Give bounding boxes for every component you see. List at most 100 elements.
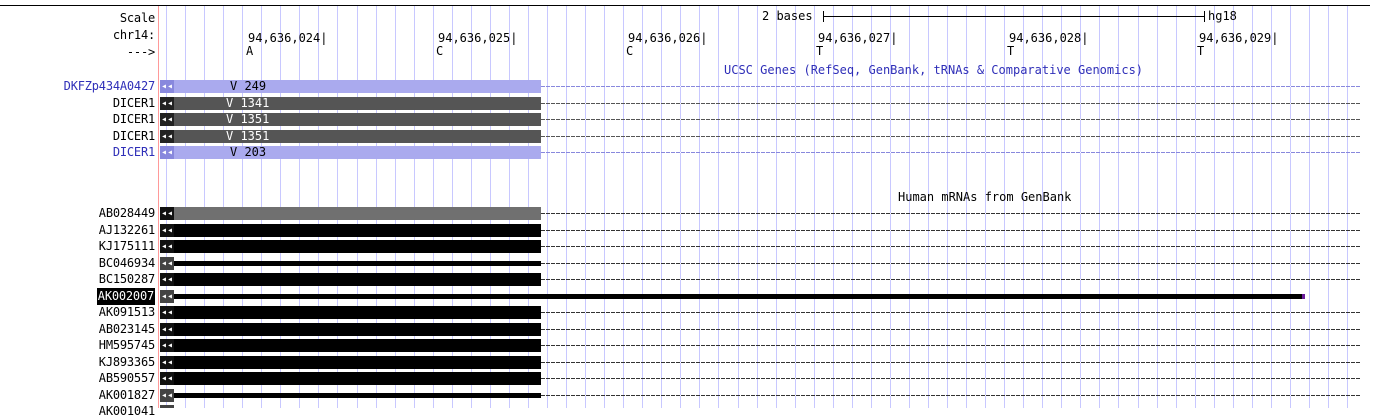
mrna-track-label[interactable]: AK002007 — [97, 288, 155, 305]
track-display[interactable]: 2 bases hg18 94,636,024| A 94,636,025| C 94,… — [160, 0, 1360, 408]
strand-arrow-icon: ◂◂ — [160, 372, 174, 385]
base-letter: T — [1007, 45, 1014, 57]
mrna-alignment-bar[interactable] — [160, 372, 541, 385]
mrna-track-label[interactable]: BC046934 — [99, 255, 155, 272]
exon-variant-text: V 1341 — [226, 97, 269, 110]
gene-track-row[interactable]: ◂◂ V 249 — [160, 80, 1360, 93]
mrna-track-row[interactable]: ◂◂ — [160, 240, 1360, 253]
mrna-track-label[interactable]: AJ132261 — [99, 222, 155, 239]
mrna-alignment-bar[interactable] — [160, 339, 541, 352]
strand-arrow-icon: ◂◂ — [160, 80, 174, 93]
strand-arrow-icon: ◂◂ — [160, 240, 174, 253]
intron-line — [541, 263, 1360, 264]
mrna-track-row[interactable]: ◂◂ — [160, 290, 1360, 303]
mrna-track-row[interactable]: ◂◂ — [160, 339, 1360, 352]
strand-arrow-icon: ◂◂ — [160, 356, 174, 369]
base-letter: C — [436, 45, 443, 57]
mrna-track-row[interactable]: ◂◂ — [160, 372, 1360, 385]
track-label-column: Scale chr14: ---> DKFZp434A0427 DICER1 DIC… — [0, 0, 158, 408]
strand-arrow-icon: ◂◂ — [160, 323, 174, 336]
mrna-track-label[interactable]: AK091513 — [99, 304, 155, 321]
mrna-alignment-bar[interactable] — [160, 356, 541, 369]
strand-arrow-icon: ◂◂ — [160, 290, 174, 303]
mrna-track-label[interactable]: HM595745 — [99, 337, 155, 354]
intron-line — [541, 279, 1360, 280]
label-separator — [158, 6, 159, 408]
mrna-track-row[interactable]: ◂◂ — [160, 389, 1360, 402]
scale-label: Scale — [120, 10, 155, 27]
mrna-track-label[interactable]: BC150287 — [99, 271, 155, 288]
mrna-track-label[interactable]: KJ893365 — [99, 354, 155, 371]
mrna-track-label[interactable]: AB023145 — [99, 321, 155, 338]
strand-arrow-icon: ◂◂ — [160, 97, 174, 110]
strand-arrow-icon: ◂◂ — [160, 273, 174, 286]
strand-arrow-icon: ◂◂ — [160, 257, 174, 270]
mrna-alignment-bar[interactable] — [160, 261, 541, 266]
gene-track-label[interactable]: DICER1 — [113, 111, 155, 128]
mrna-alignment-bar[interactable] — [160, 294, 1302, 299]
ruler-position-label: 94,636,025| — [438, 31, 517, 45]
gene-track-label[interactable]: DICER1 — [113, 95, 155, 112]
mrna-track-label[interactable]: AK001041 — [99, 403, 155, 420]
gene-exon-bar[interactable] — [160, 113, 541, 126]
gene-track-row[interactable]: ◂◂ V 1341 — [160, 97, 1360, 110]
ruler-position-label: 94,636,029| — [1199, 31, 1278, 45]
ruler-position-label: 94,636,027| — [818, 31, 897, 45]
mrna-alignment-bar[interactable] — [160, 323, 541, 336]
mrna-alignment-bar[interactable] — [160, 393, 541, 398]
gene-track-label[interactable]: DICER1 — [113, 144, 155, 161]
ruler-position-label: 94,636,024| — [248, 31, 327, 45]
mrna-track-row[interactable]: ◂◂ — [160, 306, 1360, 319]
mrna-track-label[interactable]: AK001827 — [99, 387, 155, 404]
exon-variant-text: V 249 — [230, 80, 266, 93]
mrna-track-row[interactable]: ◂◂ — [160, 273, 1360, 286]
gene-track-label[interactable]: DKFZp434A0427 — [64, 78, 155, 95]
gene-exon-bar[interactable] — [160, 80, 541, 93]
gene-track-row[interactable]: ◂◂ V 1351 — [160, 113, 1360, 126]
intron-line — [541, 230, 1360, 231]
base-letter: A — [246, 45, 253, 57]
mrna-alignment-bar[interactable] — [160, 240, 541, 253]
mrna-track-row[interactable]: ◂◂ — [160, 207, 1360, 220]
exon-variant-text: V 1351 — [226, 113, 269, 126]
chrom-label: chr14: — [113, 27, 155, 44]
mrna-alignment-bar[interactable] — [160, 306, 541, 319]
mrna-end-mark — [1302, 294, 1305, 299]
intron-line — [541, 329, 1360, 330]
mrna-track-row[interactable]: ◂◂ — [160, 257, 1360, 270]
mrna-track-label[interactable]: AB028449 — [99, 205, 155, 222]
strand-arrow-icon: ◂◂ — [160, 224, 174, 237]
assembly-label: hg18 — [1208, 9, 1237, 23]
strand-arrow-icon: ◂◂ — [160, 146, 174, 159]
gene-exon-bar[interactable] — [160, 97, 541, 110]
mrna-track-label[interactable]: KJ175111 — [99, 238, 155, 255]
gene-track-row[interactable]: ◂◂ V 1351 — [160, 130, 1360, 143]
mrna-track-row[interactable]: ◂◂ — [160, 356, 1360, 369]
intron-line — [541, 246, 1360, 247]
gene-track-label[interactable]: DICER1 — [113, 128, 155, 145]
intron-line — [541, 103, 1360, 104]
intron-line — [541, 152, 1360, 153]
mrna-alignment-bar[interactable] — [160, 207, 541, 220]
intron-line — [541, 86, 1360, 87]
mrna-track-title: Human mRNAs from GenBank — [898, 190, 1071, 205]
mrna-alignment-bar[interactable] — [160, 273, 541, 286]
scale-text: 2 bases — [762, 9, 813, 23]
strand-arrow-icon: ◂◂ — [160, 207, 174, 220]
strand-arrow-icon: ◂◂ — [160, 113, 174, 126]
gene-exon-bar[interactable] — [160, 130, 541, 143]
intron-line — [541, 119, 1360, 120]
mrna-alignment-bar[interactable] — [160, 224, 541, 237]
intron-line — [541, 345, 1360, 346]
mrna-track-label[interactable]: AB590557 — [99, 370, 155, 387]
base-letter: T — [816, 45, 823, 57]
intron-line — [541, 395, 1360, 396]
exon-variant-text: V 203 — [230, 146, 266, 159]
intron-line — [541, 213, 1360, 214]
mrna-track-row[interactable]: ◂◂ — [160, 323, 1360, 336]
mrna-track-row[interactable]: ◂◂ — [160, 224, 1360, 237]
gene-exon-bar[interactable] — [160, 146, 541, 159]
strand-arrow-icon: ◂◂ — [160, 389, 174, 402]
gene-track-row[interactable]: ◂◂ V 203 — [160, 146, 1360, 159]
strand-arrow-icon: ◂◂ — [160, 306, 174, 319]
